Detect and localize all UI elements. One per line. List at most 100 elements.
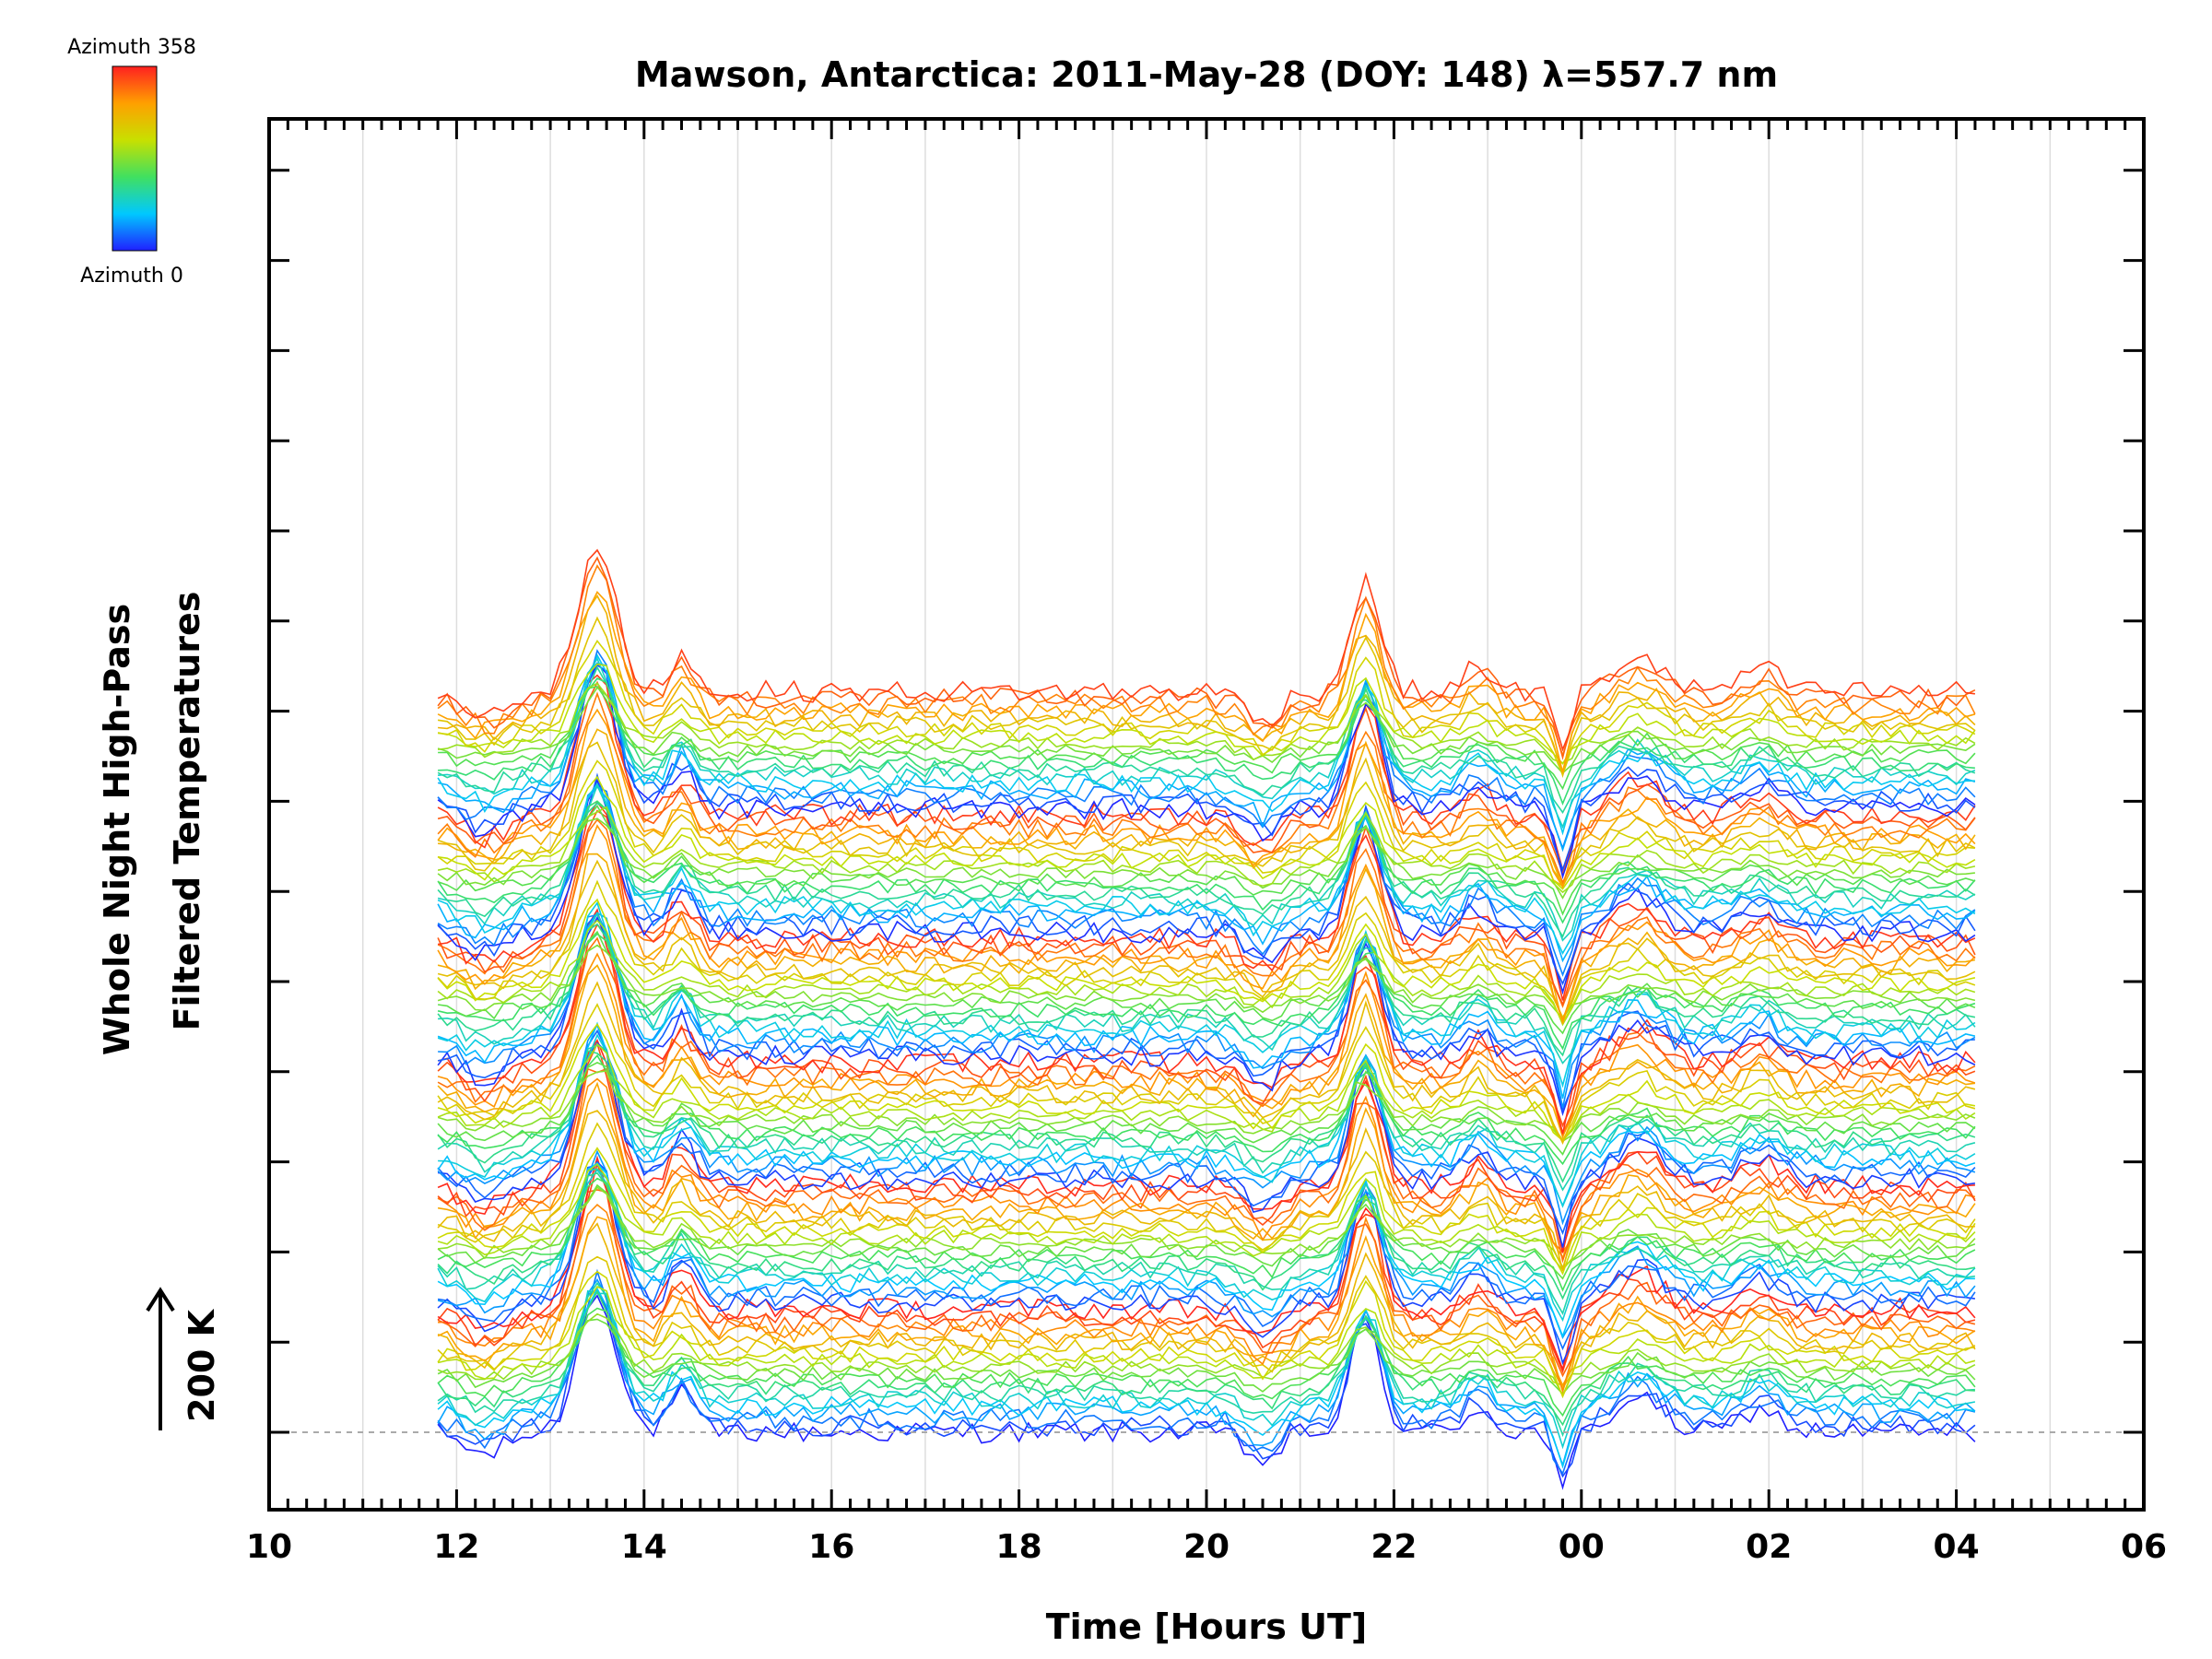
trace-line bbox=[437, 900, 1976, 1088]
trace-line bbox=[437, 662, 1976, 880]
trace-line bbox=[438, 912, 1976, 1065]
trace-line bbox=[437, 775, 1976, 890]
x-tick-label: 20 bbox=[1183, 1528, 1230, 1566]
trace-line bbox=[438, 1033, 1976, 1208]
trace-line bbox=[437, 1062, 1976, 1156]
trace-line bbox=[437, 944, 1976, 1020]
trace-line bbox=[437, 824, 1976, 1023]
trace-line bbox=[437, 1177, 1976, 1292]
trace-line bbox=[437, 818, 1975, 900]
trace-line bbox=[437, 785, 1976, 977]
x-tick-label: 16 bbox=[808, 1528, 854, 1566]
trace-line bbox=[437, 1162, 1976, 1272]
scale-bar-label: 200 K bbox=[182, 1308, 222, 1422]
trace-line bbox=[437, 859, 1976, 1022]
trace-line bbox=[437, 800, 1976, 1001]
colorbar-bottom-label: Azimuth 0 bbox=[80, 265, 183, 288]
trace-line bbox=[437, 1044, 1976, 1192]
colorbar: Azimuth 358 Azimuth 0 bbox=[67, 36, 196, 288]
trace-line bbox=[437, 933, 1976, 1051]
trace-line bbox=[437, 1050, 1976, 1183]
trace-line bbox=[437, 1041, 1976, 1252]
trace-line bbox=[437, 1039, 1975, 1253]
trace-line bbox=[437, 1077, 1976, 1253]
trace-line bbox=[437, 1289, 1975, 1427]
x-tick-label: 06 bbox=[2121, 1528, 2167, 1566]
trace-line bbox=[437, 879, 1976, 1019]
trace-line bbox=[437, 674, 1976, 872]
colorbar-top-label: Azimuth 358 bbox=[67, 36, 196, 59]
trace-line bbox=[437, 782, 1976, 956]
trace-line bbox=[438, 1041, 1976, 1248]
trace-line bbox=[437, 639, 1976, 777]
trace-line bbox=[437, 564, 1976, 759]
trace-line bbox=[438, 913, 1976, 1109]
trace-line bbox=[437, 1023, 1976, 1226]
trace-line bbox=[437, 1183, 1976, 1280]
x-tick-label: 14 bbox=[621, 1528, 667, 1566]
trace-line bbox=[437, 556, 1976, 760]
trace-series bbox=[437, 548, 1976, 1490]
chart-title: Mawson, Antarctica: 2011-May-28 (DOY: 14… bbox=[635, 54, 1778, 95]
x-tick-label: 00 bbox=[1559, 1528, 1605, 1566]
trace-line bbox=[437, 1161, 1976, 1374]
trace-line bbox=[437, 1255, 1976, 1390]
scale-arrow-head bbox=[146, 1287, 175, 1312]
trace-line bbox=[437, 1067, 1976, 1264]
trace-line bbox=[438, 1186, 1976, 1268]
trace-line bbox=[437, 616, 1976, 779]
trace-line bbox=[437, 1270, 1976, 1399]
trace-line bbox=[437, 898, 1976, 1025]
trace-line bbox=[437, 1029, 1976, 1235]
x-tick-labels: 10 12 14 16 18 20 22 00 02 04 06 bbox=[246, 1528, 2167, 1566]
trace-line bbox=[437, 1268, 1976, 1476]
trace-line bbox=[437, 800, 1976, 924]
trace-line bbox=[437, 818, 1976, 1008]
x-axis-label: Time [Hours UT] bbox=[1046, 1606, 1368, 1647]
scale-bar: 200 K bbox=[146, 1287, 222, 1430]
trace-line bbox=[438, 1204, 1976, 1394]
trace-line bbox=[438, 594, 1976, 774]
trace-line bbox=[437, 1222, 1976, 1394]
trace-line bbox=[437, 1155, 1976, 1372]
trace-line bbox=[437, 1070, 1976, 1143]
trace-line bbox=[437, 809, 1976, 1007]
x-tick-label: 10 bbox=[246, 1528, 292, 1566]
trace-line bbox=[437, 662, 1976, 853]
trace-line bbox=[437, 936, 1976, 1136]
x-tick-label: 02 bbox=[1746, 1528, 1792, 1566]
x-tick-label: 12 bbox=[433, 1528, 479, 1566]
trace-line bbox=[438, 677, 1975, 806]
trace-line bbox=[437, 1307, 1976, 1418]
trace-line bbox=[438, 656, 1976, 830]
trace-line bbox=[437, 1147, 1976, 1276]
trace-line bbox=[437, 548, 1976, 752]
trace-line bbox=[438, 686, 1976, 791]
trace-line bbox=[437, 806, 1976, 894]
trace-line bbox=[437, 923, 1976, 1128]
colorbar-gradient bbox=[112, 65, 158, 252]
x-tick-label: 04 bbox=[1934, 1528, 1980, 1566]
trace-line bbox=[437, 1168, 1976, 1315]
trace-line bbox=[437, 1189, 1976, 1378]
x-tick-label: 18 bbox=[996, 1528, 1042, 1566]
trace-line bbox=[437, 1110, 1975, 1271]
trace-line bbox=[437, 908, 1976, 1135]
trace-line bbox=[438, 728, 1976, 889]
trace-line bbox=[437, 1318, 1976, 1395]
trace-line bbox=[437, 1003, 1976, 1142]
x-tick-label: 22 bbox=[1371, 1528, 1417, 1566]
trace-line bbox=[437, 691, 1976, 885]
trace-line bbox=[437, 1160, 1976, 1366]
trace-line bbox=[437, 665, 1976, 815]
trace-line bbox=[437, 964, 1976, 1139]
trace-line bbox=[437, 919, 1976, 1027]
y-axis-label-line1: Whole Night High-Pass bbox=[97, 604, 137, 1055]
trace-line bbox=[437, 1312, 1976, 1398]
trace-line bbox=[437, 591, 1976, 773]
axis-ticks bbox=[267, 119, 2146, 1510]
trace-line bbox=[437, 649, 1976, 851]
trace-line bbox=[438, 682, 1976, 764]
trace-line bbox=[437, 1171, 1976, 1300]
